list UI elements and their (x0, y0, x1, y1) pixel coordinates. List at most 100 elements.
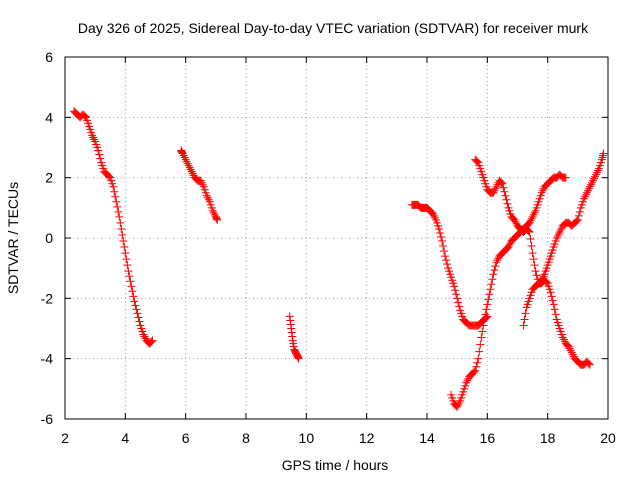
plot-frame (64, 56, 609, 420)
series-track-c (285, 312, 303, 363)
data-point (582, 188, 591, 197)
data-point (538, 274, 547, 283)
data-point (135, 317, 144, 326)
data-point (437, 232, 446, 241)
data-point (116, 218, 125, 227)
data-point (124, 267, 133, 276)
data-point (178, 149, 187, 158)
data-point (455, 302, 464, 311)
data-point (213, 215, 222, 224)
data-point (538, 186, 547, 195)
data-point (90, 135, 99, 144)
data-point (481, 310, 490, 319)
data-point (287, 324, 296, 333)
data-point (181, 155, 190, 164)
data-point (286, 316, 295, 325)
data-point (597, 155, 606, 164)
data-point (484, 295, 493, 304)
x-axis-label: GPS time / hours (282, 457, 389, 473)
data-point (492, 258, 501, 267)
data-point (532, 271, 541, 280)
data-point (477, 333, 486, 342)
series-track-d (407, 200, 492, 330)
data-point (139, 330, 148, 339)
data-point (293, 352, 302, 361)
data-point (539, 272, 548, 281)
data-point (118, 230, 127, 239)
data-point (524, 226, 533, 235)
data-point (209, 208, 218, 217)
data-point (571, 217, 580, 226)
data-point (453, 402, 462, 411)
y-tick-label: -4 (41, 351, 54, 367)
data-point (511, 217, 520, 226)
data-point (487, 280, 496, 289)
axes: 2 4 6 8 10 12 14 16 18 20 -6 -4 -2 0 2 4 6 (41, 49, 616, 446)
data-point (439, 242, 448, 251)
data-point (561, 173, 570, 182)
data-point (503, 199, 512, 208)
data-point (113, 202, 122, 211)
data-point (196, 176, 205, 185)
data-point (478, 327, 487, 336)
data-point (294, 353, 303, 362)
data-point (440, 247, 449, 256)
data-point (435, 224, 444, 233)
data-point (581, 190, 590, 199)
data-point (111, 192, 120, 201)
data-point (531, 267, 540, 276)
x-tick-label: 20 (600, 430, 616, 446)
x-tick-label: 12 (359, 430, 375, 446)
data-point (489, 270, 498, 279)
data-point (537, 276, 546, 285)
data-point (564, 342, 573, 351)
data-point (427, 207, 436, 216)
data-point (128, 287, 137, 296)
data-point (286, 320, 295, 329)
data-point (203, 193, 212, 202)
data-point (129, 292, 138, 301)
data-point (529, 255, 538, 264)
data-point (525, 218, 534, 227)
data-point (197, 178, 206, 187)
data-point (592, 168, 601, 177)
data-point (463, 376, 472, 385)
y-tick-label: -6 (41, 411, 54, 427)
data-point (109, 182, 118, 191)
y-tick-label: 6 (45, 49, 53, 65)
data-point (587, 178, 596, 187)
data-point (80, 111, 89, 120)
data-point (147, 337, 156, 346)
data-point (574, 211, 583, 220)
data-point (526, 235, 535, 244)
data-point (527, 242, 536, 251)
data-point (579, 194, 588, 203)
data-point (483, 300, 492, 309)
data-point (472, 362, 481, 371)
data-point (443, 260, 452, 269)
data-point (497, 178, 506, 187)
data-point (491, 262, 500, 271)
data-point (551, 310, 560, 319)
data-point (130, 297, 139, 306)
data-point (566, 346, 575, 355)
data-point (489, 188, 498, 197)
data-point (132, 305, 141, 314)
data-point (117, 224, 126, 233)
data-point (186, 165, 195, 174)
y-tick-label: -2 (41, 290, 54, 306)
grid (65, 57, 608, 419)
data-point (472, 156, 481, 165)
series-track-e (447, 170, 570, 411)
data-point (500, 187, 509, 196)
data-point (585, 360, 594, 369)
data-point (179, 151, 188, 160)
data-point (598, 151, 607, 160)
y-tick-label: 2 (45, 170, 53, 186)
x-tick-label: 4 (121, 430, 129, 446)
data-point (568, 350, 577, 359)
data-point (476, 340, 485, 349)
data-point (125, 272, 134, 281)
data-point (182, 157, 191, 166)
